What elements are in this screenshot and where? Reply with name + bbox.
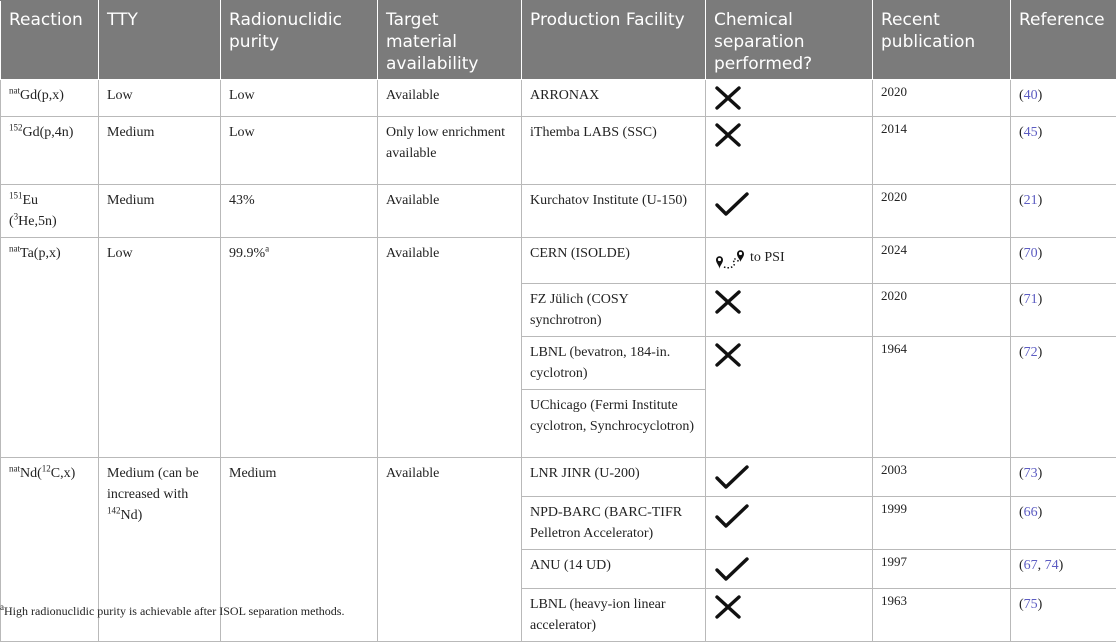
publication-cell: 2024 <box>873 238 1011 284</box>
reference-cell: (40) <box>1011 80 1116 117</box>
reference-link[interactable]: 21 <box>1024 193 1038 208</box>
facility-cell: NPD-BARC (BARC-TIFR Pelletron Accelerato… <box>522 497 706 550</box>
header-separation: Chemical separation performed? <box>706 1 873 80</box>
cross-icon <box>714 342 742 368</box>
cross-icon <box>714 85 742 111</box>
facility-cell: LNR JINR (U-200) <box>522 458 706 497</box>
header-row: Reaction TTY Radionuclidic purity Target… <box>1 1 1116 80</box>
reference-link[interactable]: 40 <box>1024 88 1038 103</box>
reference-link[interactable]: 66 <box>1024 505 1038 520</box>
route-label: to PSI <box>750 247 785 268</box>
reference-link[interactable]: 70 <box>1024 246 1038 261</box>
facility-cell: FZ Jülich (COSY synchrotron) <box>522 284 706 337</box>
separation-cell <box>706 117 873 185</box>
separation-cell <box>706 185 873 238</box>
table-row: natGd(p,x) Low Low Available ARRONAX 202… <box>1 80 1116 117</box>
reference-link[interactable]: 75 <box>1024 597 1038 612</box>
publication-cell: 2014 <box>873 117 1011 185</box>
publication-cell: 2020 <box>873 284 1011 337</box>
reference-cell: (66) <box>1011 497 1116 550</box>
route-icon <box>714 243 746 271</box>
reference-link[interactable]: 71 <box>1024 292 1038 307</box>
tty-cell: Medium <box>99 117 221 185</box>
separation-cell <box>706 497 873 550</box>
publication-cell: 1964 <box>873 337 1011 458</box>
facility-cell: LBNL (heavy-ion linear accelerator) <box>522 589 706 642</box>
facility-cell: iThemba LABS (SSC) <box>522 117 706 185</box>
separation-cell: to PSI <box>706 238 873 284</box>
facility-cell: UChicago (Fermi Institute cyclotron, Syn… <box>522 390 706 458</box>
check-icon <box>714 555 750 583</box>
separation-cell <box>706 550 873 589</box>
publication-cell: 2020 <box>873 185 1011 238</box>
availability-cell: Only low enrichment available <box>378 117 522 185</box>
reference-cell: (67, 74) <box>1011 550 1116 589</box>
reference-link[interactable]: 67 <box>1024 558 1038 573</box>
cross-icon <box>714 122 742 148</box>
table-row: natTa(p,x) Low 99.9%a Available CERN (IS… <box>1 238 1116 284</box>
tty-cell: Low <box>99 238 221 458</box>
publication-cell: 1963 <box>873 589 1011 642</box>
availability-cell: Available <box>378 238 522 458</box>
reference-link[interactable]: 45 <box>1024 125 1038 140</box>
reference-cell: (75) <box>1011 589 1116 642</box>
header-tty: TTY <box>99 1 221 80</box>
facility-cell: ANU (14 UD) <box>522 550 706 589</box>
separation-cell <box>706 337 873 458</box>
reaction-cell: 152Gd(p,4n) <box>1 117 99 185</box>
table-footnote: aHigh radionuclidic purity is achievable… <box>0 604 344 619</box>
purity-cell: 99.9%a <box>221 238 378 458</box>
publication-cell: 1999 <box>873 497 1011 550</box>
separation-cell <box>706 589 873 642</box>
table-row: natNd(12C,x) Medium (can be increased wi… <box>1 458 1116 497</box>
header-reaction: Reaction <box>1 1 99 80</box>
availability-cell: Available <box>378 185 522 238</box>
separation-cell <box>706 458 873 497</box>
facility-cell: ARRONAX <box>522 80 706 117</box>
tty-cell: Medium <box>99 185 221 238</box>
reference-cell: (71) <box>1011 284 1116 337</box>
table-row: 151Eu(3He,5n) Medium 43% Available Kurch… <box>1 185 1116 238</box>
table-row: 152Gd(p,4n) Medium Low Only low enrichme… <box>1 117 1116 185</box>
header-purity: Radionuclidic purity <box>221 1 378 80</box>
header-reference: Reference <box>1011 1 1116 80</box>
check-icon <box>714 190 750 218</box>
publication-cell: 1997 <box>873 550 1011 589</box>
availability-cell: Available <box>378 80 522 117</box>
cross-icon <box>714 594 742 620</box>
reference-cell: (73) <box>1011 458 1116 497</box>
reference-cell: (45) <box>1011 117 1116 185</box>
tty-cell: Low <box>99 80 221 117</box>
purity-cell: Low <box>221 117 378 185</box>
reaction-cell: natTa(p,x) <box>1 238 99 458</box>
cross-icon <box>714 289 742 315</box>
header-availability: Target material availability <box>378 1 522 80</box>
header-facility: Production Facility <box>522 1 706 80</box>
facility-cell: CERN (ISOLDE) <box>522 238 706 284</box>
separation-cell <box>706 284 873 337</box>
publication-cell: 2020 <box>873 80 1011 117</box>
reference-cell: (21) <box>1011 185 1116 238</box>
reference-cell: (72) <box>1011 337 1116 458</box>
facility-cell: LBNL (bevatron, 184-in. cyclotron) <box>522 337 706 390</box>
header-publication: Recent publication <box>873 1 1011 80</box>
reference-link[interactable]: 72 <box>1024 345 1038 360</box>
purity-cell: 43% <box>221 185 378 238</box>
facility-cell: Kurchatov Institute (U-150) <box>522 185 706 238</box>
check-icon <box>714 463 750 491</box>
purity-cell: Low <box>221 80 378 117</box>
reference-link[interactable]: 73 <box>1024 466 1038 481</box>
reference-link[interactable]: 74 <box>1045 558 1059 573</box>
check-icon <box>714 502 750 530</box>
availability-cell: Available <box>378 458 522 642</box>
route-to-psi: to PSI <box>714 243 785 271</box>
reaction-cell: 151Eu(3He,5n) <box>1 185 99 238</box>
reaction-cell: natGd(p,x) <box>1 80 99 117</box>
separation-cell <box>706 80 873 117</box>
reference-cell: (70) <box>1011 238 1116 284</box>
publication-cell: 2003 <box>873 458 1011 497</box>
